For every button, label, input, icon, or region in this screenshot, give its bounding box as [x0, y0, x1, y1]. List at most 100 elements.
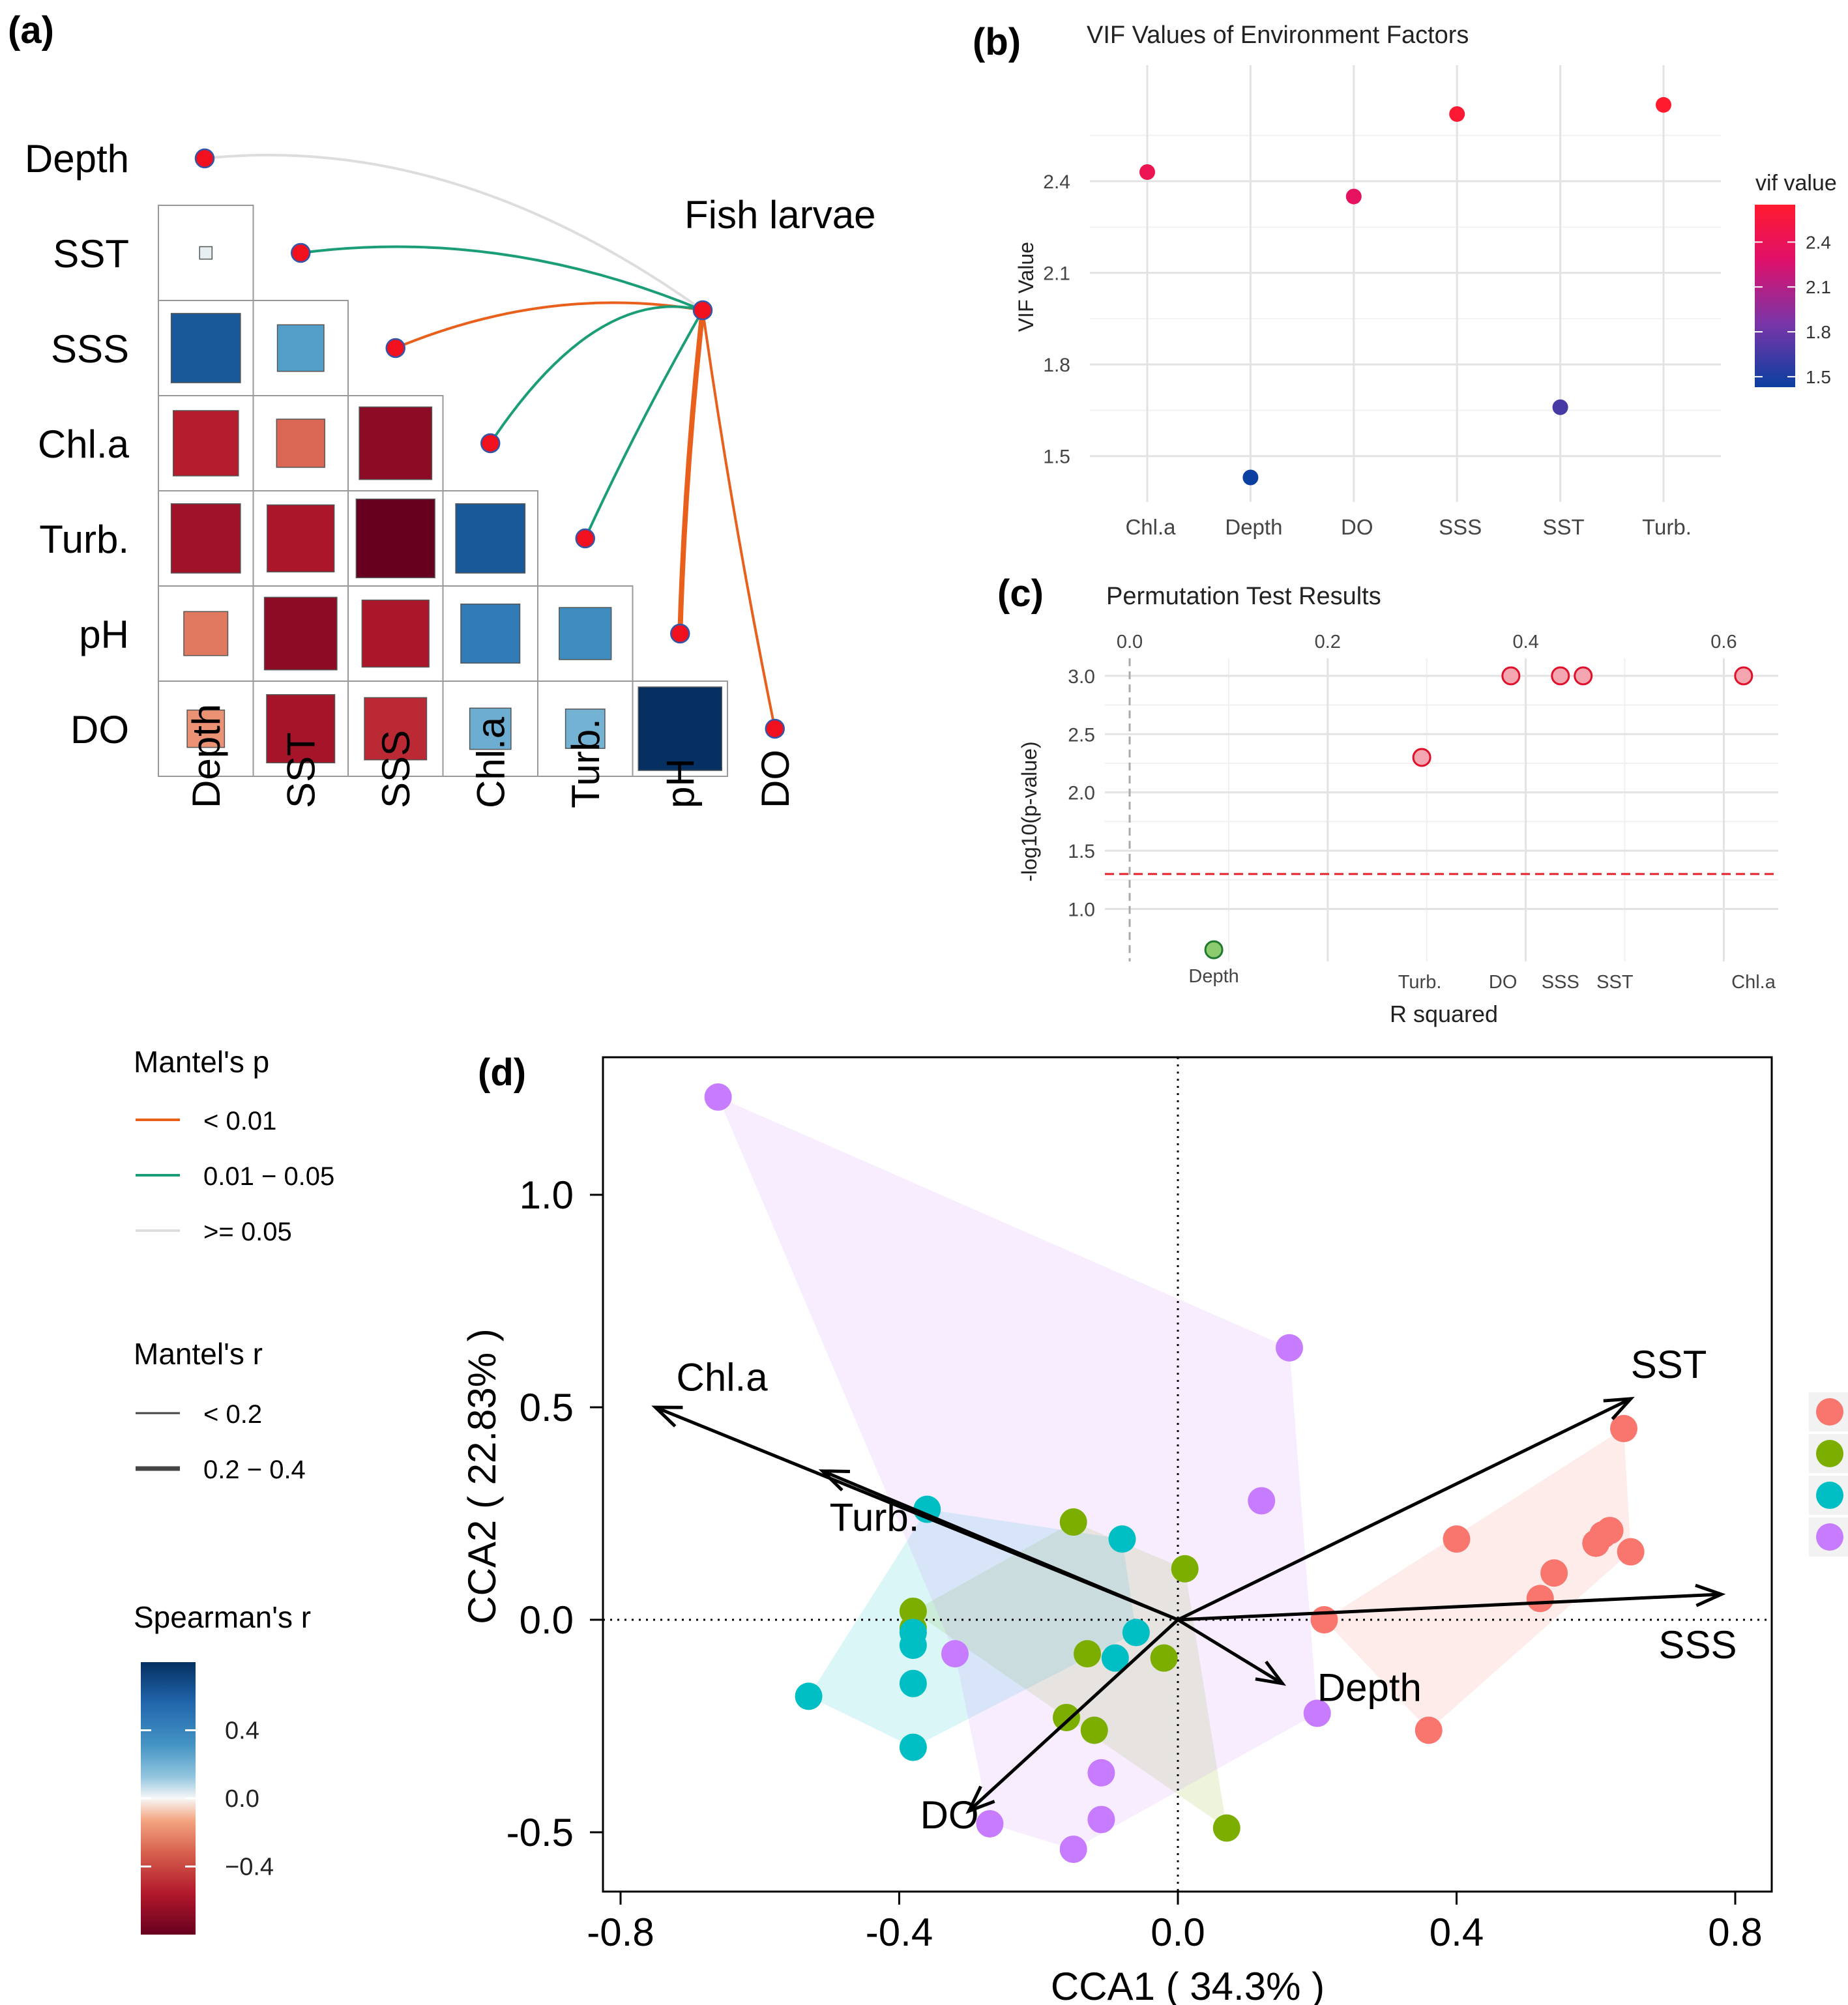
heatmap-cell-chl-a-depth: [172, 410, 239, 476]
sample-point-group-1: [1443, 1525, 1471, 1553]
colorbar-tick-label: 1.8: [1806, 322, 1831, 342]
sample-point-group-1: [1617, 1538, 1645, 1566]
point-label-depth: Depth: [1188, 966, 1239, 987]
row-label-depth: Depth: [25, 137, 129, 181]
y-tick-label: 1.8: [1043, 355, 1070, 376]
heatmap-cell-turb-sss: [355, 498, 435, 579]
row-label-sss: SSS: [51, 327, 129, 371]
sample-point-group-1: [1415, 1716, 1443, 1744]
group-hull-1: [1324, 1428, 1631, 1731]
heatmap-cell-chl-a-sss: [359, 406, 433, 480]
y-tick-label: 2.4: [1043, 171, 1070, 193]
sample-point-group-2: [1212, 1814, 1240, 1842]
mantel-link-turb: [583, 310, 704, 539]
x-tick-label: 0.2: [1315, 632, 1341, 652]
legend-mantel-p-label: < 0.01: [203, 1107, 276, 1135]
vif-colorbar: [1755, 205, 1795, 387]
vif-point-sss: [1449, 106, 1465, 122]
panel-label-c: (c): [997, 572, 1044, 615]
legend-key-group-2: [1816, 1440, 1843, 1467]
mantel-link-depth: [204, 153, 704, 312]
panel-d: (d) Chl.a Turb. SST SSS Depth DO -0.8 -0.4 0.0 0.4…: [460, 1051, 1848, 2005]
colorbar-tick-label: 2.1: [1806, 277, 1831, 297]
permutation-point-sss: [1551, 666, 1570, 686]
sample-point-group-1: [1596, 1517, 1624, 1545]
vif-point-sst: [1552, 399, 1568, 415]
sample-point-group-4: [704, 1083, 732, 1111]
y-axis-label: VIF Value: [1014, 242, 1038, 332]
sample-point-group-3: [1108, 1525, 1136, 1553]
x-tick-label-sst: SST: [1543, 515, 1585, 539]
heatmap-cell-border: [442, 585, 538, 682]
panel-c: (c) Permutation Test Results 0.0 0.2 0.4 0.6 1…: [997, 572, 1778, 1027]
heatmap-cell-sss-sst: [276, 324, 325, 372]
vif-point-turb: [1656, 96, 1671, 113]
chart-title: Permutation Test Results: [1106, 583, 1381, 610]
y-tick-label: -0.5: [506, 1811, 574, 1854]
x-tick-label: 0.0: [1117, 632, 1143, 652]
vif-point-do: [1345, 188, 1362, 205]
heatmap-cell-turb-chl-a: [455, 503, 526, 574]
group-hull-4: [718, 1097, 1317, 1850]
legend-mantel-r-label: 0.2 − 0.4: [203, 1456, 306, 1484]
x-tick-label-turb: Turb.: [1642, 515, 1692, 539]
y-tick-label: 1.0: [1068, 900, 1095, 921]
legend-mantel-p-title: Mantel's p: [134, 1045, 269, 1079]
permutation-point-chl-a: [1734, 666, 1753, 686]
heatmap-cell-do-ph: [638, 686, 722, 771]
sample-point-group-3: [899, 1733, 927, 1761]
x-tick-label: 0.4: [1430, 1910, 1484, 1954]
row-label-do: DO: [70, 708, 129, 752]
y-tick-label: 2.5: [1068, 724, 1095, 746]
sample-point-group-3: [1122, 1618, 1150, 1646]
sample-point-group-3: [899, 1632, 927, 1660]
vif-point-chl-a: [1139, 164, 1155, 180]
heatmap-cell-sss-depth: [170, 313, 241, 383]
mantel-node-ph: [670, 623, 690, 644]
point-label-turb: Turb.: [1398, 972, 1442, 993]
env-label-turb: Turb.: [830, 1496, 920, 1540]
mantel-link-sst: [300, 245, 703, 312]
heatmap-cell-chl-a-sst: [276, 418, 325, 468]
x-tick-label: 0.6: [1710, 632, 1737, 652]
colorbar-tick-label: −0.4: [225, 1854, 274, 1881]
x-tick-label: 0.0: [1151, 1910, 1205, 1954]
column-label-depth: Depth: [184, 704, 228, 808]
mantel-link-sss: [394, 301, 703, 349]
panel-b: (b) VIF Values of Environment Factors 1.5 1…: [973, 21, 1837, 539]
heatmap-cell-do-turb: [565, 709, 606, 749]
env-arrow-turb: [821, 1469, 1179, 1622]
row-label-turb: Turb.: [39, 518, 129, 561]
permutation-point-turb: [1412, 748, 1431, 767]
y-axis-label: CCA2 ( 22.83% ): [460, 1328, 504, 1624]
env-label-depth: Depth: [1317, 1665, 1422, 1709]
point-label-do: DO: [1489, 972, 1518, 993]
sample-point-group-4: [1059, 1836, 1087, 1864]
row-label-chl-a: Chl.a: [38, 422, 130, 466]
mantel-node-depth: [194, 148, 215, 169]
heatmap-cell-ph-chl-a: [460, 603, 521, 664]
panel-label-d: (d): [478, 1051, 526, 1094]
legend-title: vif value: [1755, 171, 1837, 196]
sample-point-group-2: [1059, 1508, 1087, 1536]
mantel-target-node: [692, 300, 713, 321]
permutation-point-sst: [1574, 666, 1593, 686]
point-label-sst: SST: [1596, 972, 1634, 993]
sample-point-group-3: [1101, 1644, 1129, 1672]
sample-point-group-1: [1610, 1414, 1637, 1442]
x-tick-label: 0.8: [1708, 1910, 1762, 1954]
x-tick-label: 0.4: [1512, 632, 1538, 652]
sample-point-group-4: [1087, 1759, 1115, 1787]
sample-point-group-4: [1303, 1699, 1331, 1727]
row-label-ph: pH: [79, 613, 129, 656]
sample-point-group-1: [1526, 1585, 1554, 1613]
mantel-target-label: Fish larvae: [684, 193, 875, 237]
legend-mantel-r-title: Mantel's r: [134, 1337, 263, 1371]
env-label-chl-a: Chl.a: [677, 1355, 769, 1399]
heatmap-cell-ph-depth: [183, 611, 229, 656]
column-label-do: DO: [754, 750, 797, 808]
sample-point-group-1: [1310, 1606, 1338, 1633]
x-axis-label: R squared: [1390, 1001, 1498, 1027]
heatmap-cell-do-sss: [364, 697, 428, 761]
x-tick-label-depth: Depth: [1225, 515, 1282, 539]
